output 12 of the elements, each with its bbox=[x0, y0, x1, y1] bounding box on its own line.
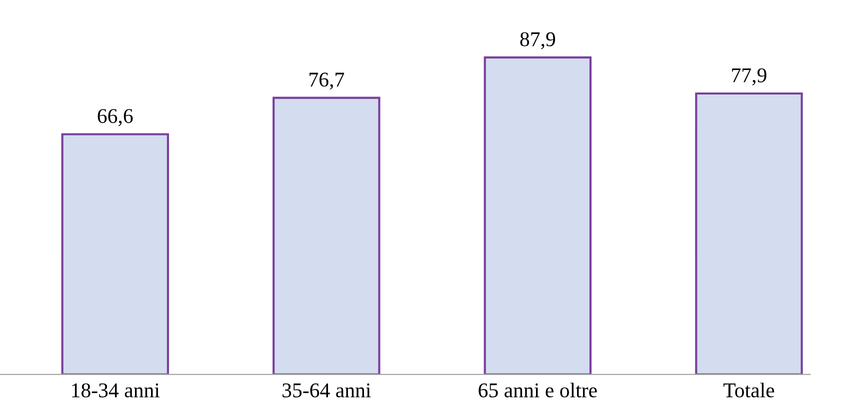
data-label: 87,9 bbox=[520, 32, 556, 50]
bar bbox=[272, 96, 380, 374]
bar bbox=[61, 133, 170, 374]
bar bbox=[484, 56, 592, 374]
x-tick-label: 35-64 anni bbox=[282, 383, 371, 398]
bar bbox=[695, 92, 803, 374]
x-tick-label: Totale bbox=[723, 382, 774, 398]
data-label: 77,9 bbox=[732, 68, 766, 86]
x-tick-label: 18-34 anni bbox=[72, 383, 160, 398]
data-label: 76,7 bbox=[310, 72, 344, 90]
x-tick-label: 65 anni e oltre bbox=[478, 382, 597, 398]
data-label: 66,6 bbox=[98, 109, 133, 126]
